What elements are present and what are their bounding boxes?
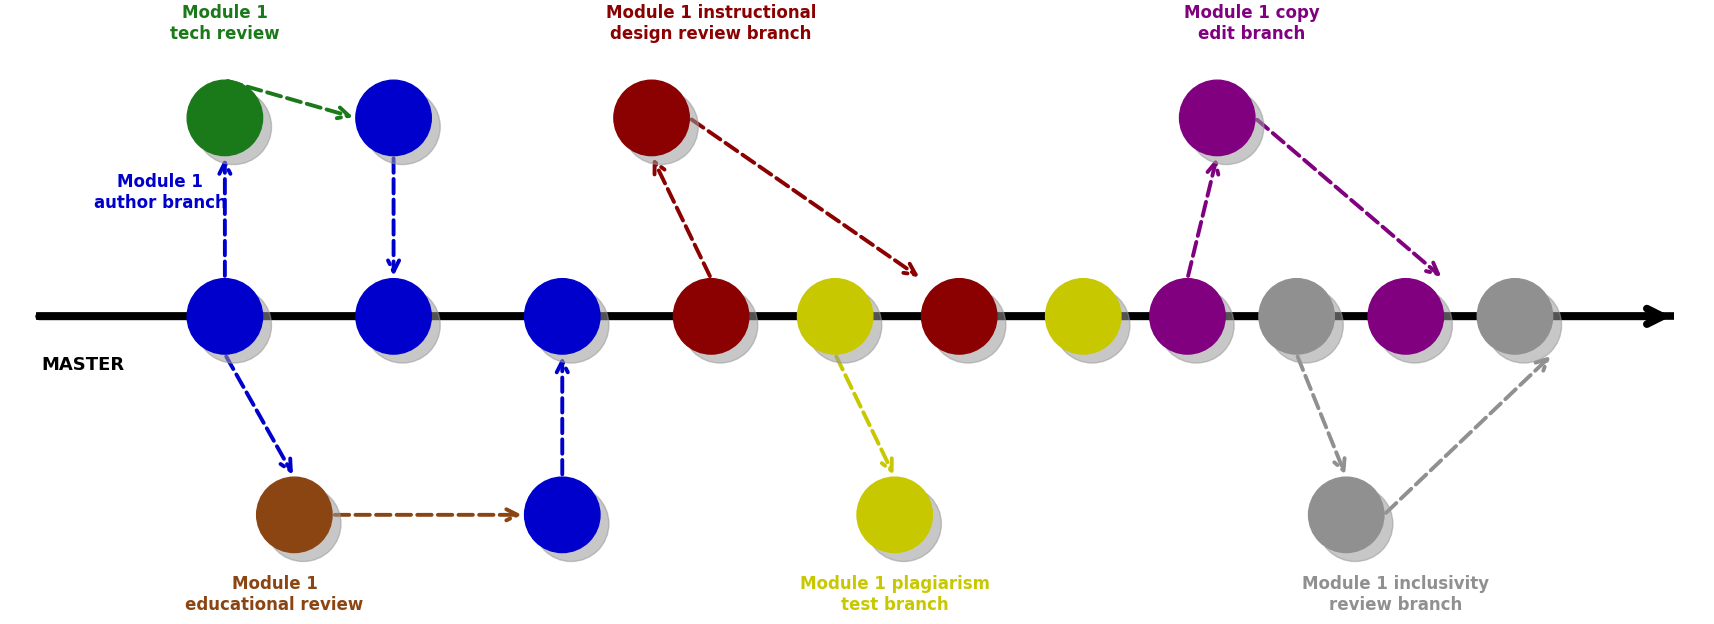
Ellipse shape xyxy=(357,279,432,354)
Ellipse shape xyxy=(1477,279,1553,354)
Ellipse shape xyxy=(682,288,758,363)
Ellipse shape xyxy=(857,477,932,552)
Ellipse shape xyxy=(931,288,1006,363)
Ellipse shape xyxy=(1308,477,1383,552)
Ellipse shape xyxy=(866,486,941,562)
Text: Module 1
educational review: Module 1 educational review xyxy=(185,575,363,613)
Ellipse shape xyxy=(524,477,600,552)
Ellipse shape xyxy=(1179,80,1255,155)
Text: Module 1
author branch: Module 1 author branch xyxy=(94,173,226,212)
Ellipse shape xyxy=(533,288,608,363)
Ellipse shape xyxy=(365,89,440,165)
Ellipse shape xyxy=(797,279,872,354)
Ellipse shape xyxy=(1054,288,1130,363)
Ellipse shape xyxy=(614,80,689,155)
Ellipse shape xyxy=(187,279,262,354)
Ellipse shape xyxy=(1376,288,1452,363)
Ellipse shape xyxy=(257,477,333,552)
Text: Module 1
tech review: Module 1 tech review xyxy=(170,4,279,43)
Text: Module 1 instructional
design review branch: Module 1 instructional design review bra… xyxy=(607,4,816,43)
Ellipse shape xyxy=(195,288,271,363)
Text: Module 1 inclusivity
review branch: Module 1 inclusivity review branch xyxy=(1303,575,1489,613)
Text: Module 1 copy
edit branch: Module 1 copy edit branch xyxy=(1184,4,1320,43)
Ellipse shape xyxy=(524,279,600,354)
Ellipse shape xyxy=(1258,279,1333,354)
Text: MASTER: MASTER xyxy=(41,356,125,374)
Ellipse shape xyxy=(674,279,749,354)
Ellipse shape xyxy=(806,288,881,363)
Ellipse shape xyxy=(1268,288,1344,363)
Ellipse shape xyxy=(1368,279,1443,354)
Ellipse shape xyxy=(622,89,698,165)
Ellipse shape xyxy=(533,486,608,562)
Ellipse shape xyxy=(357,80,432,155)
Ellipse shape xyxy=(1159,288,1234,363)
Ellipse shape xyxy=(1318,486,1393,562)
Ellipse shape xyxy=(1046,279,1121,354)
Ellipse shape xyxy=(922,279,998,354)
Ellipse shape xyxy=(1150,279,1226,354)
Ellipse shape xyxy=(365,288,440,363)
Ellipse shape xyxy=(195,89,271,165)
Ellipse shape xyxy=(266,486,341,562)
Text: Module 1 plagiarism
test branch: Module 1 plagiarism test branch xyxy=(800,575,989,613)
Ellipse shape xyxy=(1188,89,1263,165)
Ellipse shape xyxy=(1486,288,1561,363)
Ellipse shape xyxy=(187,80,262,155)
